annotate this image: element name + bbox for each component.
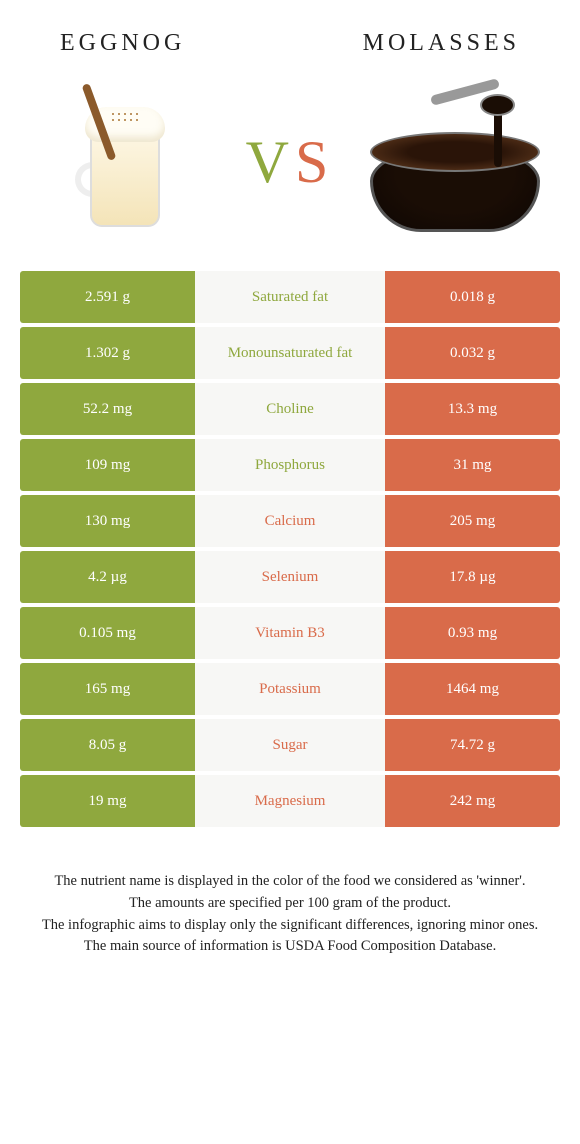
left-value-cell: 8.05 g xyxy=(20,719,195,771)
right-value-cell: 74.72 g xyxy=(385,719,560,771)
nutrient-label-cell: Saturated fat xyxy=(195,271,385,323)
table-row: 8.05 gSugar74.72 g xyxy=(20,719,560,771)
left-value-cell: 130 mg xyxy=(20,495,195,547)
footer-line-1: The nutrient name is displayed in the co… xyxy=(40,871,540,893)
molasses-illustration xyxy=(360,82,550,242)
comparison-table: 2.591 gSaturated fat0.018 g1.302 gMonoun… xyxy=(20,267,560,831)
left-food-title: Eggnog xyxy=(60,30,185,57)
right-value-cell: 0.93 mg xyxy=(385,607,560,659)
left-value-cell: 4.2 µg xyxy=(20,551,195,603)
right-value-cell: 0.018 g xyxy=(385,271,560,323)
right-value-cell: 31 mg xyxy=(385,439,560,491)
nutrient-label-cell: Monounsaturated fat xyxy=(195,327,385,379)
left-value-cell: 19 mg xyxy=(20,775,195,827)
footer-notes: The nutrient name is displayed in the co… xyxy=(0,831,580,958)
left-value-cell: 165 mg xyxy=(20,663,195,715)
nutrient-label-cell: Choline xyxy=(195,383,385,435)
right-food-image xyxy=(360,77,550,247)
right-food-title: molasses xyxy=(363,30,520,57)
vs-v-letter: V xyxy=(246,129,295,195)
nutrient-label-cell: Vitamin B3 xyxy=(195,607,385,659)
left-value-cell: 1.302 g xyxy=(20,327,195,379)
table-row: 19 mgMagnesium242 mg xyxy=(20,775,560,827)
images-row: VS xyxy=(0,67,580,267)
right-value-cell: 0.032 g xyxy=(385,327,560,379)
footer-line-2: The amounts are specified per 100 gram o… xyxy=(40,893,540,915)
eggnog-illustration xyxy=(65,87,185,237)
table-row: 130 mgCalcium205 mg xyxy=(20,495,560,547)
left-value-cell: 52.2 mg xyxy=(20,383,195,435)
right-value-cell: 1464 mg xyxy=(385,663,560,715)
left-value-cell: 0.105 mg xyxy=(20,607,195,659)
right-value-cell: 17.8 µg xyxy=(385,551,560,603)
left-food-image xyxy=(30,77,220,247)
footer-line-3: The infographic aims to display only the… xyxy=(40,915,540,937)
table-row: 109 mgPhosphorus31 mg xyxy=(20,439,560,491)
nutrient-label-cell: Sugar xyxy=(195,719,385,771)
nutrient-label-cell: Phosphorus xyxy=(195,439,385,491)
right-value-cell: 205 mg xyxy=(385,495,560,547)
nutrient-label-cell: Magnesium xyxy=(195,775,385,827)
nutrient-label-cell: Selenium xyxy=(195,551,385,603)
nutrient-label-cell: Calcium xyxy=(195,495,385,547)
nutrient-label-cell: Potassium xyxy=(195,663,385,715)
right-value-cell: 13.3 mg xyxy=(385,383,560,435)
vs-s-letter: S xyxy=(295,129,334,195)
right-value-cell: 242 mg xyxy=(385,775,560,827)
table-row: 1.302 gMonounsaturated fat0.032 g xyxy=(20,327,560,379)
table-row: 165 mgPotassium1464 mg xyxy=(20,663,560,715)
table-row: 4.2 µgSelenium17.8 µg xyxy=(20,551,560,603)
left-value-cell: 109 mg xyxy=(20,439,195,491)
left-value-cell: 2.591 g xyxy=(20,271,195,323)
footer-line-4: The main source of information is USDA F… xyxy=(40,936,540,958)
vs-label: VS xyxy=(246,128,335,197)
table-row: 0.105 mgVitamin B30.93 mg xyxy=(20,607,560,659)
header-row: Eggnog molasses xyxy=(0,0,580,67)
table-row: 52.2 mgCholine13.3 mg xyxy=(20,383,560,435)
table-row: 2.591 gSaturated fat0.018 g xyxy=(20,271,560,323)
